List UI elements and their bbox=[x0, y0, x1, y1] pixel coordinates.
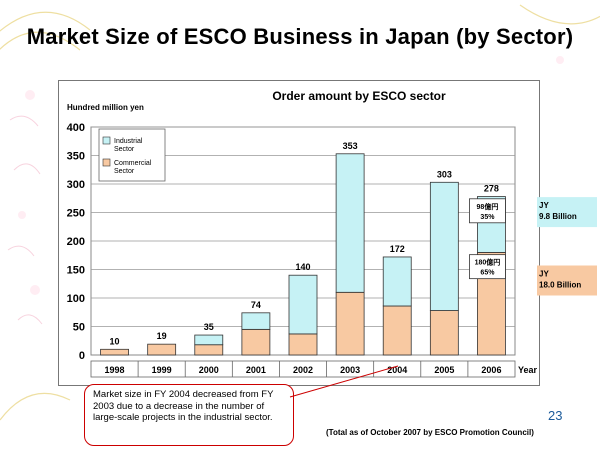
legend-swatch bbox=[102, 136, 111, 145]
bar-industrial-2005 bbox=[429, 181, 459, 311]
data-label-total-2002: 140 bbox=[295, 262, 310, 272]
side-label-commercial-jy: JY bbox=[539, 270, 549, 279]
x-tick-label: 1999 bbox=[152, 365, 172, 375]
bar-industrial-2000 bbox=[194, 334, 224, 346]
legend-swatch bbox=[102, 158, 111, 167]
x-tick-label: 1998 bbox=[105, 365, 125, 375]
bar-commercial-2003 bbox=[335, 291, 365, 356]
bar-industrial-2003 bbox=[335, 153, 365, 293]
source-note: (Total as of October 2007 by ESCO Promot… bbox=[326, 428, 534, 437]
data-label-total-2001: 74 bbox=[251, 300, 261, 310]
bar-industrial-2002 bbox=[288, 274, 318, 335]
bar-industrial-2001 bbox=[241, 312, 271, 330]
y-tick-label: 400 bbox=[67, 122, 85, 134]
x-tick-label: 2005 bbox=[434, 365, 454, 375]
bar-commercial-2002 bbox=[288, 333, 318, 356]
x-axis-title: Year bbox=[518, 365, 538, 375]
legend-label: Sector bbox=[114, 146, 135, 153]
side-label-commercial-amount: 18.0 Billion bbox=[539, 281, 581, 290]
annotation-commercial-box bbox=[469, 254, 506, 280]
y-axis-unit-label: Hundred million yen bbox=[67, 103, 144, 112]
x-tick-label: 2002 bbox=[293, 365, 313, 375]
legend-label: Sector bbox=[114, 168, 135, 175]
data-label-total-2006: 278 bbox=[484, 184, 499, 194]
y-tick-label: 0 bbox=[79, 350, 85, 362]
annotation-commercial-share: 65% bbox=[480, 270, 495, 277]
bar-commercial-1998 bbox=[100, 348, 129, 356]
side-label-industrial-jy: JY bbox=[539, 201, 549, 210]
annotation-industrial-box bbox=[469, 198, 506, 224]
slide-number: 23 bbox=[548, 408, 563, 423]
callout-note: Market size in FY 2004 decreased from FY… bbox=[84, 384, 294, 446]
chart-title: Order amount by ESCO sector bbox=[272, 89, 446, 103]
side-label-commercial-bg bbox=[537, 265, 597, 296]
data-label-total-2004: 172 bbox=[390, 244, 405, 254]
data-label-total-1999: 19 bbox=[157, 331, 167, 341]
x-tick-label: 2000 bbox=[199, 365, 219, 375]
legend-label: Commercial bbox=[114, 160, 152, 167]
bar-industrial-2004 bbox=[382, 256, 412, 307]
x-tick-label: 2003 bbox=[340, 365, 360, 375]
bar-commercial-2005 bbox=[429, 310, 459, 356]
y-tick-label: 50 bbox=[73, 322, 85, 334]
y-tick-label: 150 bbox=[67, 265, 85, 277]
bar-commercial-2004 bbox=[382, 305, 412, 356]
data-label-total-2003: 353 bbox=[343, 141, 358, 151]
chart-plot: 0 50 100 150 200 250 300 350 400 10 19 35 74 140 353 17… bbox=[67, 122, 597, 378]
page-title: Market Size of ESCO Business in Japan (b… bbox=[26, 24, 574, 49]
y-tick-label: 100 bbox=[67, 293, 85, 305]
data-label-total-2005: 303 bbox=[437, 169, 452, 179]
side-label-industrial-amount: 9.8 Billion bbox=[539, 212, 577, 221]
y-tick-label: 350 bbox=[67, 151, 85, 163]
x-tick-label: 2001 bbox=[246, 365, 266, 375]
y-tick-label: 200 bbox=[67, 236, 85, 248]
annotation-industrial-share: 35% bbox=[480, 214, 495, 221]
x-tick-label: 2004 bbox=[387, 365, 407, 375]
x-tick-label: 2006 bbox=[481, 365, 501, 375]
bar-commercial-2000 bbox=[194, 344, 224, 356]
annotation-commercial-amount: 180億円 bbox=[475, 258, 501, 267]
data-label-total-1998: 10 bbox=[110, 336, 120, 346]
bar-commercial-2001 bbox=[241, 328, 271, 356]
legend-label: Industrial bbox=[114, 138, 143, 145]
bar-commercial-1999 bbox=[147, 343, 177, 356]
side-label-industrial-bg bbox=[537, 197, 597, 228]
y-tick-label: 300 bbox=[67, 179, 85, 191]
chart-container: Order amount by ESCO sector Hundred mill… bbox=[58, 80, 597, 386]
annotation-industrial-amount: 98億円 bbox=[477, 202, 499, 211]
y-tick-label: 250 bbox=[67, 208, 85, 220]
data-label-total-2000: 35 bbox=[204, 322, 214, 332]
